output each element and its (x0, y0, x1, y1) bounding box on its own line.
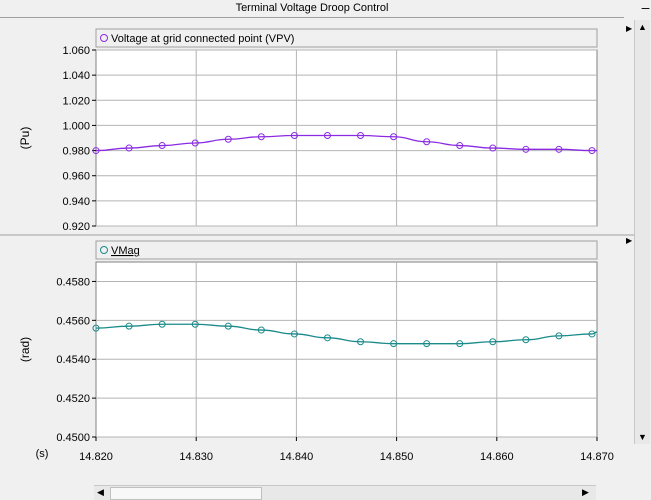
data-point (323, 131, 331, 139)
down-arrow-icon[interactable]: ▼ (638, 432, 647, 442)
data-point (158, 320, 166, 328)
y-tick-label: 0.4580 (56, 276, 90, 288)
y-tick-label: 1.060 (62, 45, 90, 57)
plot-background (95, 261, 598, 438)
data-point (224, 322, 232, 330)
data-point (522, 336, 530, 344)
right-triangle-icon: ▶ (626, 24, 633, 33)
vertical-scrollbar[interactable]: ▲ ▼ (634, 20, 650, 444)
data-point (125, 322, 133, 330)
x-tick-label: 14.820 (79, 451, 113, 463)
data-point (522, 145, 530, 153)
data-point (588, 330, 596, 338)
data-point (257, 326, 265, 334)
y-axis-label: (Pu) (18, 127, 32, 150)
series-line (95, 134, 597, 152)
data-point (390, 133, 398, 141)
data-point (489, 338, 497, 346)
x-tick-label: 14.860 (480, 451, 514, 463)
y-tick-label: 0.940 (62, 196, 90, 208)
data-point (588, 147, 596, 155)
data-point (390, 340, 398, 348)
plot-background (95, 49, 598, 227)
data-point (290, 131, 298, 139)
y-tick-label: 0.4500 (56, 432, 90, 444)
x-tick-label: 14.830 (179, 451, 213, 463)
legend-box (95, 240, 598, 260)
right-triangle-icon: ▶ (626, 236, 633, 245)
y-axis-label: (rad) (18, 337, 32, 362)
data-point (191, 139, 199, 147)
data-point (489, 144, 497, 152)
data-point (323, 334, 331, 342)
series-line (95, 323, 598, 345)
x-tick-label: 14.850 (380, 451, 414, 463)
data-point (357, 131, 365, 139)
data-point (92, 147, 100, 155)
up-arrow-icon[interactable]: ▲ (638, 22, 647, 32)
y-tick-label: 0.960 (62, 171, 90, 183)
data-point (125, 144, 133, 152)
data-point (357, 338, 365, 346)
y-tick-label: 0.980 (62, 146, 90, 158)
right-arrow-icon[interactable]: ▶ (582, 487, 589, 497)
y-tick-label: 0.4520 (56, 393, 90, 405)
data-point (191, 320, 199, 328)
data-point (555, 332, 563, 340)
legend-box (95, 28, 598, 48)
data-point (456, 142, 464, 150)
legend-label: Voltage at grid connected point (VPV) (111, 33, 294, 45)
legend-marker (100, 34, 108, 42)
y-tick-label: 1.020 (62, 95, 90, 107)
data-point (423, 340, 431, 348)
data-point (555, 145, 563, 153)
y-tick-label: 0.4560 (56, 315, 90, 327)
x-tick-label: 14.870 (580, 451, 614, 463)
legend-label: VMag (111, 245, 140, 257)
horizontal-scroll-thumb[interactable] (110, 487, 262, 500)
window-title: Terminal Voltage Droop Control (0, 0, 624, 18)
data-point (290, 330, 298, 338)
data-point (423, 138, 431, 146)
minimize-icon[interactable]: – (641, 0, 650, 15)
horizontal-scrollbar[interactable]: ◀ ▶ (94, 485, 596, 500)
data-point (92, 324, 100, 332)
data-point (456, 340, 464, 348)
legend-marker (100, 246, 108, 254)
y-tick-label: 0.920 (62, 221, 90, 233)
y-tick-label: 1.000 (62, 120, 90, 132)
y-tick-label: 1.040 (62, 70, 90, 82)
y-tick-label: 0.4540 (56, 354, 90, 366)
chart-area: Voltage at grid connected point (VPV) ▶ 1.… (0, 24, 634, 463)
data-point (158, 142, 166, 150)
data-point (257, 133, 265, 141)
x-axis-label: (s) (36, 448, 49, 460)
data-point (224, 135, 232, 143)
x-tick-label: 14.840 (280, 451, 314, 463)
left-arrow-icon[interactable]: ◀ (97, 487, 104, 497)
